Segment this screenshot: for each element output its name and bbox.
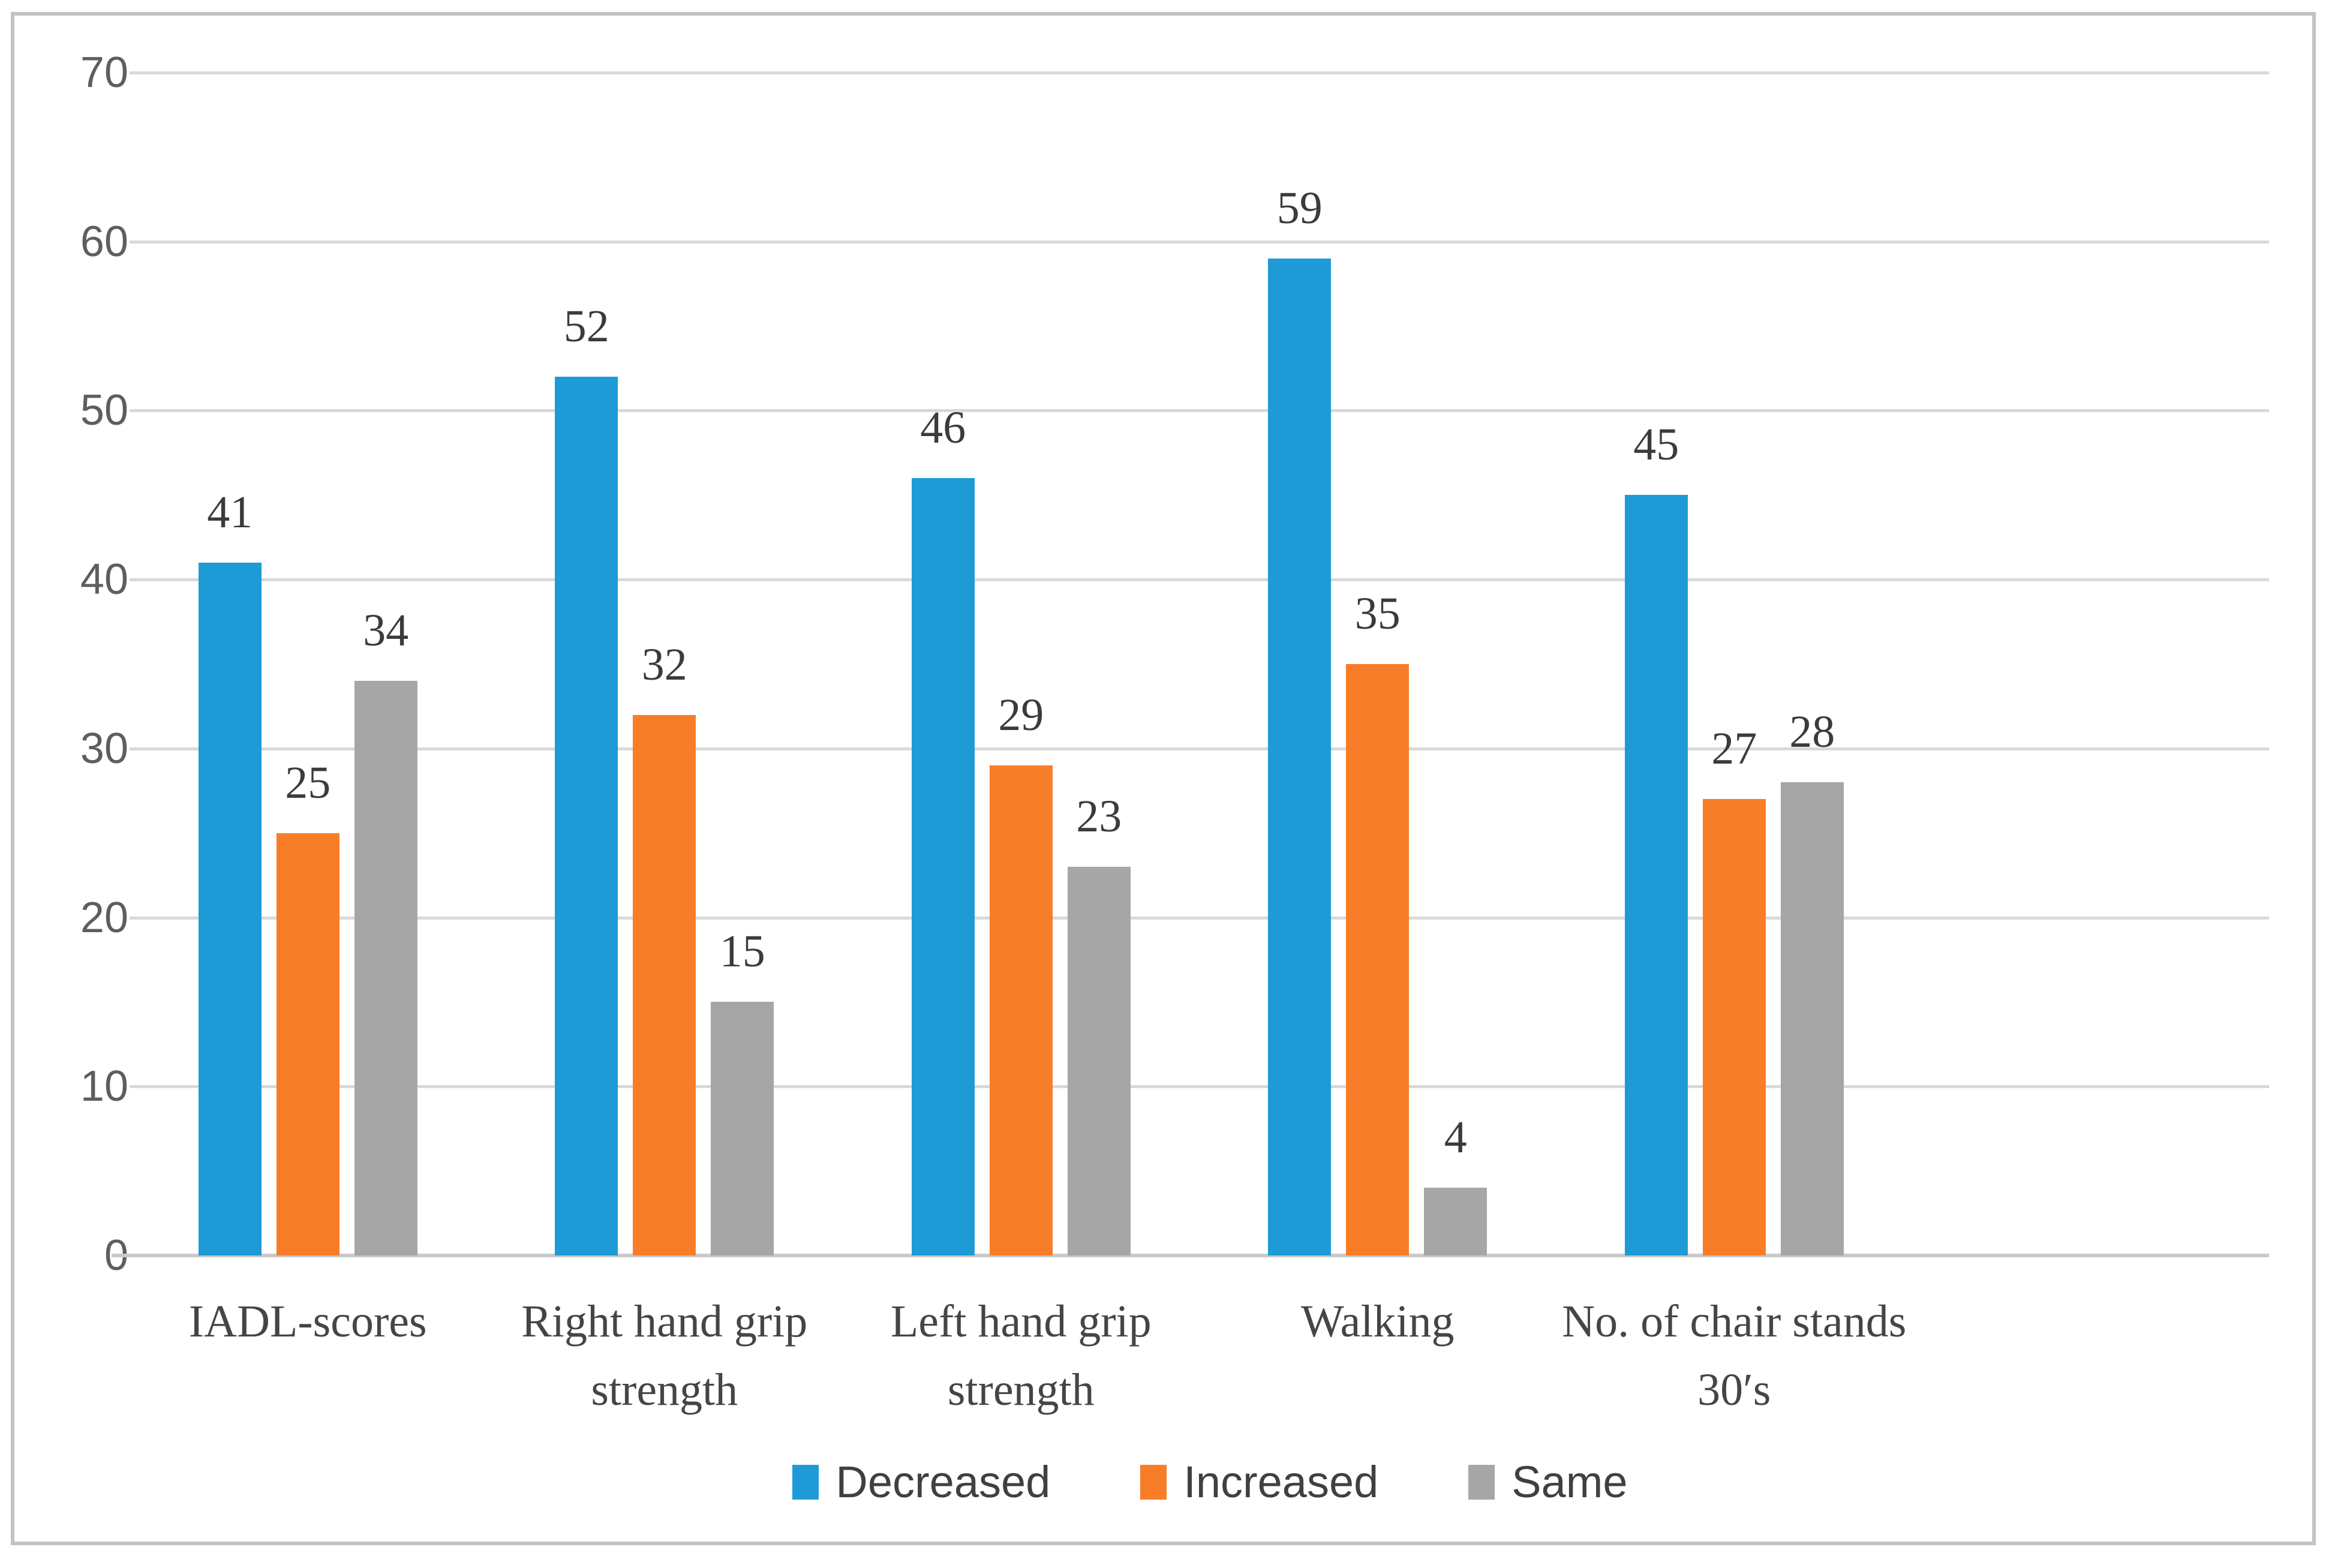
- bar-value-label: 41: [207, 486, 253, 537]
- bar-increased-5: [1702, 799, 1766, 1255]
- bar-value-label: 34: [363, 605, 409, 656]
- bar-decreased-1: [198, 562, 262, 1255]
- y-axis-tick-60: 60: [80, 217, 128, 266]
- bar-increased-4: [1346, 664, 1410, 1255]
- bar-value-label: 27: [1711, 723, 1757, 774]
- y-axis-tick-20: 20: [80, 893, 128, 942]
- legend-swatch-same: [1468, 1465, 1495, 1500]
- x-axis-category-label: No. of chair stands 30′s: [1562, 1296, 1907, 1415]
- bar-same-4: [1424, 1188, 1487, 1255]
- x-axis-category-label: IADL-scores: [188, 1296, 427, 1347]
- legend-swatch-increased: [1140, 1465, 1167, 1500]
- gridline-10: [130, 1085, 2269, 1089]
- bar-value-label: 28: [1789, 707, 1835, 758]
- bar-value-label: 35: [1354, 588, 1401, 639]
- bar-decreased-2: [555, 377, 618, 1255]
- gridline-40: [130, 578, 2269, 582]
- bar-same-5: [1780, 782, 1844, 1255]
- bar-value-label: 32: [641, 639, 687, 690]
- legend: Decreased Increased Same: [140, 1460, 2280, 1504]
- legend-label: Decreased: [836, 1457, 1051, 1507]
- bar-increased-1: [276, 833, 339, 1255]
- x-axis-line: [112, 1254, 2269, 1257]
- bar-value-label: 29: [998, 690, 1044, 741]
- legend-item-same: Same: [1468, 1457, 1628, 1507]
- bar-decreased-5: [1624, 495, 1688, 1255]
- bar-value-label: 23: [1076, 791, 1122, 842]
- bar-increased-2: [633, 714, 696, 1255]
- bar-same-2: [711, 1002, 774, 1255]
- bar-decreased-3: [911, 478, 975, 1255]
- gridline-20: [130, 916, 2269, 920]
- legend-item-decreased: Decreased: [792, 1460, 1050, 1504]
- bar-value-label: 59: [1276, 182, 1323, 233]
- bar-decreased-4: [1268, 258, 1332, 1255]
- y-axis-tick-10: 10: [80, 1062, 128, 1111]
- bar-same-1: [354, 681, 417, 1255]
- gridline-50: [130, 409, 2269, 413]
- gridline-60: [130, 240, 2269, 244]
- gridline-30: [130, 747, 2269, 750]
- gridline-70: [130, 71, 2269, 74]
- bar-increased-3: [989, 765, 1053, 1255]
- x-axis-category-label: Walking: [1300, 1296, 1455, 1347]
- x-axis-category-label: Left hand grip strength: [890, 1296, 1152, 1415]
- x-axis-category-label: Right hand grip strength: [521, 1296, 808, 1415]
- bar-value-label: 46: [920, 402, 966, 453]
- legend-label: Increased: [1183, 1457, 1379, 1507]
- bar-value-label: 15: [719, 926, 765, 977]
- y-axis-tick-30: 30: [80, 724, 128, 773]
- legend-swatch-decreased: [792, 1465, 819, 1500]
- y-axis-tick-40: 40: [80, 555, 128, 604]
- legend-label: Same: [1511, 1457, 1628, 1507]
- legend-item-increased: Increased: [1140, 1460, 1378, 1504]
- bar-value-label: 45: [1633, 419, 1679, 470]
- y-axis-tick-50: 50: [80, 386, 128, 435]
- y-axis-tick-70: 70: [80, 49, 128, 97]
- bar-value-label: 52: [563, 301, 609, 352]
- bar-value-label: 25: [285, 757, 331, 808]
- chart-frame: 0 10 20 30 40 50 60 70 41 25 34 IADL-scores 52 32 15 Ri…: [11, 12, 2316, 1545]
- bar-value-label: 4: [1444, 1112, 1467, 1163]
- bar-same-3: [1067, 867, 1131, 1255]
